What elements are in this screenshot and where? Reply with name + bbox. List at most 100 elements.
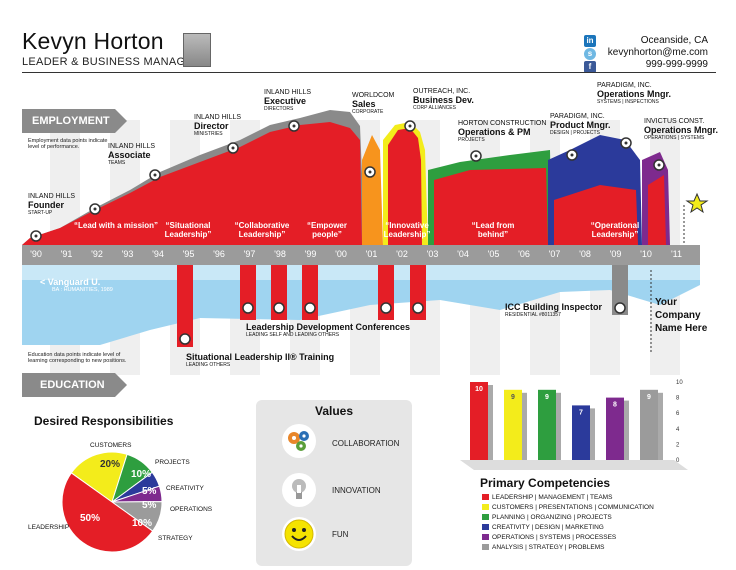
- leadership-quote: “Lead with a mission”: [74, 221, 159, 230]
- phone-text: 999-999-9999: [645, 59, 708, 70]
- competencies-title: Primary Competencies: [480, 476, 611, 490]
- legend-item: OPERATIONS | SYSTEMS | PROCESSES: [482, 534, 616, 541]
- year-tick: '07: [548, 249, 561, 259]
- education-label-item: ICC Building Inspector RESIDENTIAL #80113…: [505, 302, 603, 319]
- year-tick: '98: [274, 249, 286, 259]
- bar-shadow: [590, 408, 595, 460]
- pie-label: CREATIVITY: [166, 485, 204, 492]
- employment-note: Employment data points indicate level of…: [28, 138, 108, 150]
- competencies-chart: 0 2 4 6 8 10 10 9 9 7 8 9: [460, 380, 688, 470]
- year-tick: '02: [396, 249, 408, 259]
- bar-shadow: [556, 392, 561, 460]
- competency-bar: [538, 389, 556, 460]
- year-tick: '00: [335, 249, 347, 259]
- leadership-quote: “Operational Leadership”: [590, 221, 640, 239]
- gears-icon: [282, 424, 316, 458]
- pie-slice-customers: [70, 451, 128, 503]
- year-tick: '11: [670, 249, 683, 259]
- year-tick: '99: [304, 249, 317, 259]
- year-tick: '94: [152, 249, 164, 259]
- future-company-text: Your Company Name Here: [655, 297, 708, 334]
- bar-value-label: 9: [647, 394, 651, 401]
- legend-item: CUSTOMERS | PRESENTATIONS | COMMUNICATIO…: [482, 504, 654, 511]
- y-tick-label: 6: [676, 411, 680, 417]
- year-tick: '97: [243, 249, 256, 259]
- legend-swatch: [482, 544, 489, 551]
- competency-bar: [572, 405, 590, 460]
- responsibilities-title: Desired Responsibilities: [34, 414, 174, 428]
- bar-shadow: [624, 400, 629, 460]
- competency-bar: [640, 389, 658, 460]
- value-label: INNOVATION: [332, 486, 381, 495]
- leadership-quote: “Lead from behind”: [471, 221, 515, 239]
- pie-label: LEADERSHIP: [28, 524, 70, 531]
- values-panel: Values COLLABORATION INNOVATION FUN: [256, 400, 412, 566]
- pie-label: PROJECTS: [155, 459, 190, 466]
- legend-label: CREATIVITY | DESIGN | MARKETING: [492, 524, 604, 531]
- year-tick: '95: [182, 249, 195, 259]
- lightbulb-icon: [282, 473, 316, 507]
- responsibilities-pie: [61, 451, 163, 553]
- position-label: PARADIGM, INC. Product Mngr. DESIGN | PROJ…: [550, 113, 611, 136]
- year-tick: '96: [213, 249, 225, 259]
- year-tick: '91: [60, 249, 73, 259]
- legend-item: PLANNING | ORGANIZING | PROJECTS: [482, 514, 612, 521]
- bar-shadow: [522, 392, 527, 460]
- pie-percent: 10%: [132, 518, 153, 529]
- leadership-quote: “Situational Leadership”: [164, 221, 212, 239]
- pie-slice-leadership: [61, 472, 154, 553]
- bar-value-label: 9: [545, 394, 549, 401]
- legend-label: CUSTOMERS | PRESENTATIONS | COMMUNICATIO…: [492, 504, 654, 511]
- leadership-quote: “Collaborative Leadership”: [234, 221, 290, 239]
- education-label-item: Situational Leadership II® Training LEADI…: [186, 352, 335, 369]
- competency-bar: [606, 397, 624, 460]
- pie-label: STRATEGY: [158, 535, 193, 542]
- position-label: OUTREACH, INC. Business Dev. CORP ALLIANCE…: [413, 88, 474, 111]
- year-tick: '01: [365, 249, 378, 259]
- pie-label: OPERATIONS: [170, 506, 213, 513]
- header-divider: [22, 72, 716, 73]
- legend-item: LEADERSHIP | MANAGEMENT | TEAMS: [482, 494, 612, 501]
- value-label: COLLABORATION: [332, 439, 400, 448]
- pie-label: CUSTOMERS: [90, 442, 132, 449]
- education-note: Education data points indicate level of …: [28, 352, 127, 364]
- legend-item: ANALYSIS | STRATEGY | PROBLEMS: [482, 544, 604, 551]
- role-subtitle: LEADER & BUSINESS MANAGER: [22, 56, 202, 68]
- year-tick: '06: [518, 249, 530, 259]
- pie-percent: 10%: [131, 469, 152, 480]
- education-label: EDUCATION: [40, 379, 105, 391]
- year-tick: '09: [609, 249, 622, 259]
- year-tick: '04: [457, 249, 469, 259]
- leadership-quote: “Innovative Leadership”: [383, 221, 431, 239]
- y-tick-label: 8: [676, 396, 680, 402]
- bar-value-label: 10: [475, 386, 483, 393]
- bar-shadow: [488, 385, 493, 460]
- bar-value-label: 9: [511, 394, 515, 401]
- legend-label: ANALYSIS | STRATEGY | PROBLEMS: [492, 544, 605, 551]
- year-tick: '10: [640, 249, 652, 259]
- avatar: [183, 33, 211, 67]
- position-label: WORLDCOM Sales CORPORATE: [352, 92, 395, 115]
- leadership-quote: “Empower people”: [306, 221, 347, 239]
- pie-percent: 5%: [142, 500, 157, 511]
- skype-icon[interactable]: s: [584, 48, 596, 60]
- year-tick: '05: [487, 249, 500, 259]
- year-tick: '90: [30, 249, 42, 259]
- pie-percent: 50%: [80, 513, 101, 524]
- facebook-icon[interactable]: f: [584, 61, 596, 73]
- legend-swatch: [482, 494, 489, 501]
- values-title: Values: [314, 404, 354, 418]
- competency-bar: [504, 389, 522, 460]
- bar-shadow: [658, 392, 663, 460]
- linkedin-icon[interactable]: in: [584, 35, 596, 47]
- location-text: Oceanside, CA: [640, 35, 708, 46]
- y-tick-label: 0: [676, 458, 680, 464]
- email-link[interactable]: kevynhorton@me.com: [607, 47, 708, 58]
- legend-swatch: [482, 534, 489, 541]
- legend-label: OPERATIONS | SYSTEMS | PROCESSES: [492, 534, 617, 541]
- pie-percent: 20%: [100, 459, 121, 470]
- legend-label: LEADERSHIP | MANAGEMENT | TEAMS: [492, 494, 613, 501]
- year-tick: '03: [426, 249, 439, 259]
- position-label: HORTON CONSTRUCTION Operations & PM PROJEC…: [458, 120, 547, 143]
